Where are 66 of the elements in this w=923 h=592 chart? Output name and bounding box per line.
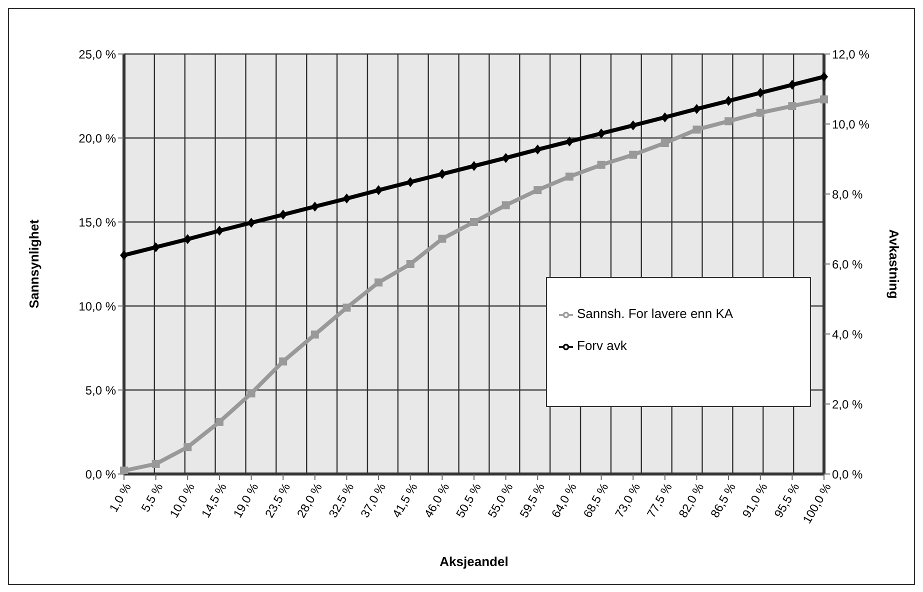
y2-tick-label: 2,0 % xyxy=(832,397,864,412)
x-tick-label: 1,0 % xyxy=(106,480,134,514)
y-tick-label: 25,0 % xyxy=(78,47,116,62)
point xyxy=(502,201,510,210)
y-tick-label: 0,0 % xyxy=(85,467,116,482)
point xyxy=(120,466,128,474)
point xyxy=(820,72,828,82)
x-axis-title: Aksjeandel xyxy=(440,554,508,569)
point xyxy=(470,218,478,226)
point xyxy=(247,218,256,228)
point xyxy=(215,226,224,236)
point xyxy=(310,202,319,212)
point xyxy=(152,242,160,252)
point xyxy=(724,117,733,126)
point xyxy=(565,172,574,181)
point xyxy=(756,108,764,117)
point xyxy=(756,88,764,98)
point xyxy=(247,389,256,398)
point xyxy=(629,120,638,130)
point xyxy=(692,104,701,114)
point xyxy=(342,304,351,312)
point xyxy=(215,418,224,426)
point xyxy=(342,194,351,204)
legend-label: Forv avk xyxy=(577,338,627,353)
y2-tick-label: 12,0 % xyxy=(832,47,870,62)
point xyxy=(534,186,542,194)
point xyxy=(120,250,128,260)
point xyxy=(374,278,383,286)
point xyxy=(310,330,319,339)
legend-label: Sannsh. For lavere enn KA xyxy=(577,306,734,321)
point xyxy=(438,234,446,243)
point xyxy=(406,260,414,268)
y-tick-label: 5,0 % xyxy=(85,383,116,398)
point xyxy=(788,102,796,110)
point xyxy=(597,160,606,169)
point xyxy=(406,177,414,188)
point xyxy=(184,234,192,244)
point xyxy=(629,150,638,159)
point xyxy=(660,139,669,148)
point xyxy=(788,80,796,90)
point xyxy=(374,185,383,196)
y-tick-label: 20,0 % xyxy=(78,131,116,146)
point xyxy=(279,210,288,220)
point xyxy=(692,126,701,134)
point xyxy=(724,96,733,106)
point xyxy=(660,112,669,122)
y-tick-label: 10,0 % xyxy=(78,299,116,314)
point xyxy=(438,169,446,180)
point xyxy=(279,357,288,366)
y2-tick-label: 10,0 % xyxy=(832,117,870,132)
y2-tick-label: 6,0 % xyxy=(832,257,864,272)
point xyxy=(820,95,828,104)
point xyxy=(597,128,606,138)
y2-tick-label: 4,0 % xyxy=(832,327,864,342)
y2-axis-title: Avkastning xyxy=(886,229,902,299)
y2-tick-label: 8,0 % xyxy=(832,187,864,202)
point xyxy=(502,152,510,163)
y2-tick-label: 0,0 % xyxy=(832,467,864,482)
x-tick-label: 5,5 % xyxy=(138,480,166,514)
y-axis-title: Sannsynlighet xyxy=(26,218,42,308)
point xyxy=(470,161,478,171)
point xyxy=(565,136,574,146)
point xyxy=(534,144,542,155)
point xyxy=(152,460,160,468)
point xyxy=(184,443,192,452)
y-tick-label: 15,0 % xyxy=(78,215,116,230)
